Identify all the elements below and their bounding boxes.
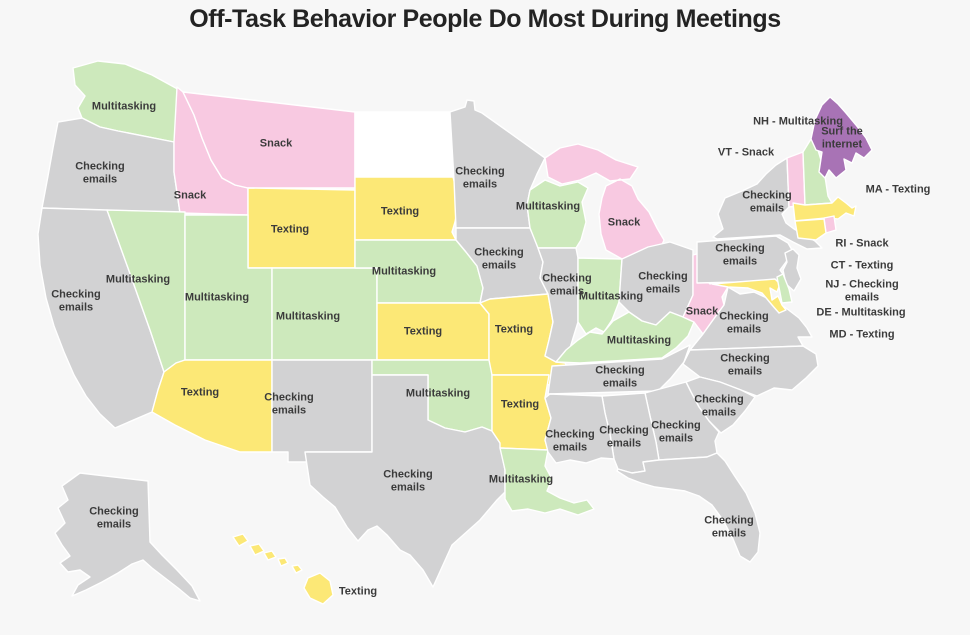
state-ms[interactable] [544, 393, 615, 464]
state-nm[interactable] [271, 359, 373, 463]
state-wi[interactable] [526, 179, 589, 249]
state-ct[interactable] [794, 218, 827, 241]
state-tx[interactable] [304, 374, 506, 588]
state-me[interactable] [810, 96, 873, 179]
state-co[interactable] [271, 267, 378, 361]
us-states-group [37, 60, 873, 605]
state-ak[interactable] [54, 472, 201, 602]
state-tn[interactable] [547, 344, 691, 395]
state-vt[interactable] [786, 151, 806, 208]
state-nd[interactable] [354, 111, 454, 178]
state-ar[interactable] [491, 374, 552, 451]
state-sd[interactable] [354, 176, 460, 241]
state-ks[interactable] [376, 302, 490, 361]
state-la[interactable] [499, 447, 595, 516]
state-hi[interactable] [232, 533, 334, 605]
state-nj[interactable] [782, 248, 802, 292]
page-title: Off-Task Behavior People Do Most During … [189, 5, 781, 33]
state-az[interactable] [151, 359, 273, 453]
state-ny[interactable] [712, 157, 823, 250]
state-ky[interactable] [555, 311, 695, 364]
state-fl[interactable] [616, 452, 761, 563]
state-wy[interactable] [247, 187, 356, 269]
state-de[interactable] [776, 273, 793, 304]
state-va[interactable] [689, 286, 813, 351]
